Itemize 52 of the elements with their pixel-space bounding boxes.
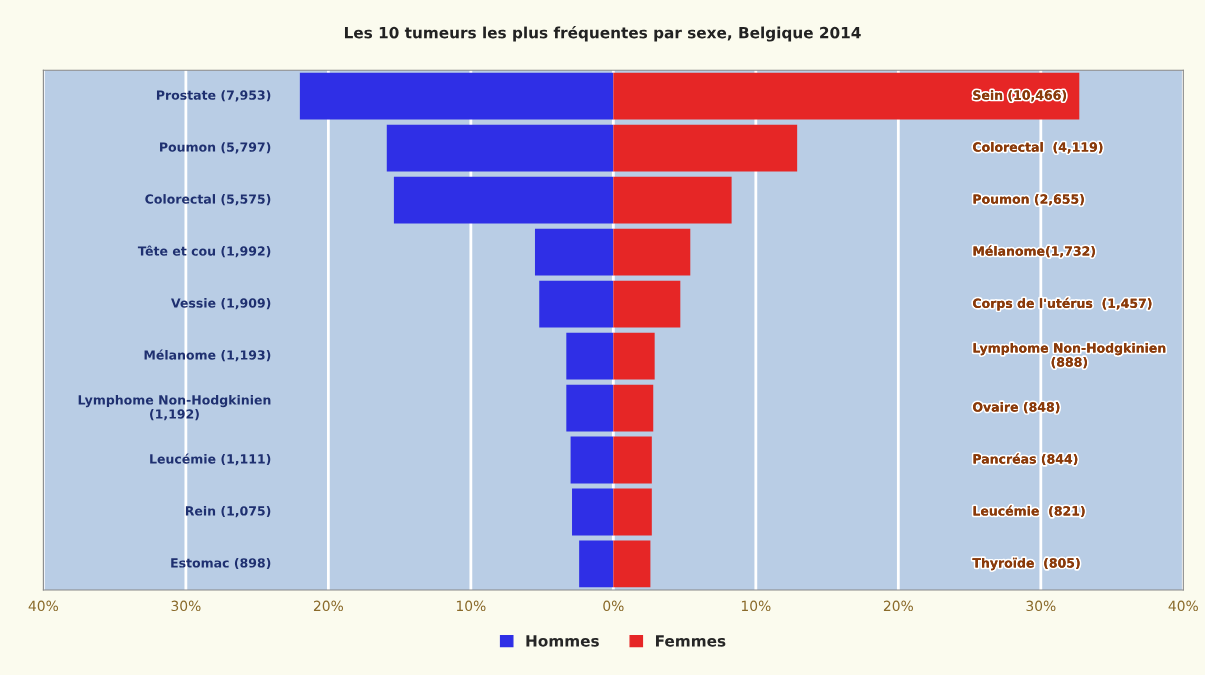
legend-label: Femmes xyxy=(656,635,726,647)
annotation: Mélanome(1,732) xyxy=(973,245,1095,258)
bar xyxy=(299,72,614,120)
x-tick-label: 30% xyxy=(171,600,201,612)
legend-label: Hommes xyxy=(526,635,599,647)
bar xyxy=(613,384,654,432)
bar xyxy=(613,540,651,588)
y-tick-label: Colorectal (5,575) xyxy=(145,194,271,206)
y-tick-label: Estomac (898) xyxy=(171,557,271,570)
y-tick-label: Rein (1,075) xyxy=(185,505,271,518)
bar xyxy=(579,540,614,588)
x-tick-label: 20% xyxy=(313,600,344,612)
annotation: Leucémie (821) xyxy=(973,505,1085,518)
bar xyxy=(613,124,798,172)
annotation: Thyroïde (805) xyxy=(972,557,1080,571)
bar xyxy=(386,124,614,172)
bar xyxy=(613,436,652,484)
x-tick-label: 10% xyxy=(456,600,486,612)
x-tick-label: 40% xyxy=(1168,600,1198,612)
annotation: Corps de l'utérus (1,457) xyxy=(973,297,1152,311)
y-tick-label: Vessie (1,909) xyxy=(171,298,271,310)
y-tick-label: Leucémie (1,111) xyxy=(150,453,271,466)
bar xyxy=(613,280,681,328)
annotation: Pancréas (844) xyxy=(973,453,1078,466)
annotation: Sein (10,466) xyxy=(973,90,1067,102)
annotation: Poumon (2,655) xyxy=(973,194,1084,206)
y-tick-label: Prostate (7,953) xyxy=(156,90,271,102)
bar xyxy=(566,332,614,380)
y-tick-label: Lymphome Non-Hodgkinien (1,192) xyxy=(78,394,271,421)
x-tick-label: 40% xyxy=(28,600,59,612)
annotation: Colorectal (4,119) xyxy=(973,142,1103,154)
bar xyxy=(613,488,652,536)
bar xyxy=(539,280,614,328)
x-tick-label: 20% xyxy=(883,600,913,612)
bar xyxy=(393,176,614,224)
x-tick-label: 10% xyxy=(741,600,771,612)
annotation: Lymphome Non-Hodgkinien (888) xyxy=(973,342,1166,369)
bar xyxy=(534,228,614,276)
y-tick-label: Mélanome (1,193) xyxy=(144,349,271,362)
y-tick-label: Tête et cou (1,992) xyxy=(137,245,271,258)
chart-title: Les 10 tumeurs les plus fréquentes par sexe, Belgique 2014 xyxy=(344,25,861,42)
x-tick-label: 0% xyxy=(603,600,624,612)
y-tick-label: Poumon (5,797) xyxy=(160,142,271,154)
x-tick-label: 30% xyxy=(1026,600,1056,612)
bar xyxy=(613,228,691,276)
bar xyxy=(613,332,655,380)
bar xyxy=(566,384,614,432)
bar xyxy=(613,176,732,224)
bar xyxy=(572,488,614,536)
bar xyxy=(570,436,614,484)
annotation: Ovaire (848) xyxy=(973,401,1060,414)
bar xyxy=(613,72,1080,120)
